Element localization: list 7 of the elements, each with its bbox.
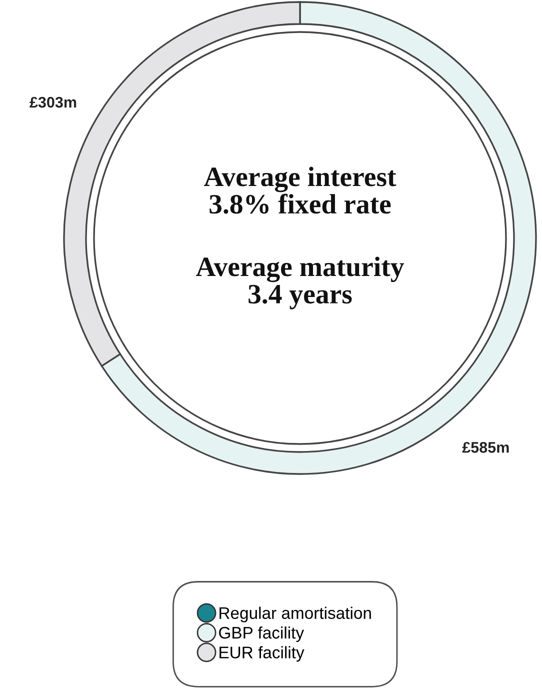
text: Average maturity 3.4 years	[196, 256, 404, 310]
data-label: £303m	[30, 96, 76, 108]
text: Average interest 3.8% fixed rate	[204, 166, 396, 214]
legend-label: EUR facility	[220, 646, 304, 662]
legend-label: Regular amortisation	[220, 606, 371, 622]
data-label: £585m	[462, 442, 509, 453]
legend-label: GBP facility	[219, 626, 304, 642]
